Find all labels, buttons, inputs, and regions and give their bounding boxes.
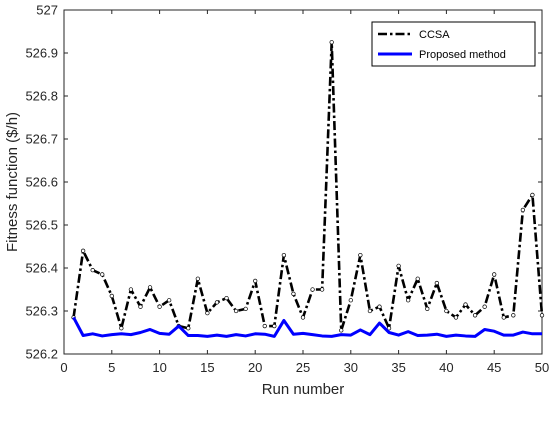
series-layer xyxy=(71,40,545,338)
y-tick-label: 526.7 xyxy=(25,132,58,147)
ccsa-point xyxy=(100,272,105,277)
ccsa-point xyxy=(415,276,420,281)
x-tick-label: 30 xyxy=(344,360,358,375)
ccsa-point xyxy=(310,287,315,292)
ccsa-point xyxy=(444,308,449,314)
y-tick-label: 526.9 xyxy=(25,46,58,61)
ccsa-point xyxy=(406,298,411,303)
ccsa-point xyxy=(396,263,401,269)
ccsa-point xyxy=(128,287,134,292)
x-tick-label: 20 xyxy=(248,360,262,375)
y-tick-label: 526.6 xyxy=(25,175,58,190)
legend-label-proposed-method: Proposed method xyxy=(419,49,506,61)
legend: CCSA Proposed method xyxy=(371,21,536,67)
y-tick-label: 526.8 xyxy=(25,89,58,104)
ccsa-point xyxy=(501,315,506,320)
axis-ticks: 0 5 10 15 20 25 30 35 40 45 50 526.2 526.3 526.4 526.5… xyxy=(25,3,549,376)
x-tick-label: 25 xyxy=(296,360,310,375)
x-tick-label: 50 xyxy=(535,360,549,375)
ccsa-point xyxy=(358,252,363,258)
ccsa-point xyxy=(138,304,143,309)
ccsa-point xyxy=(339,328,344,333)
x-tick-label: 5 xyxy=(108,360,115,375)
ccsa-point xyxy=(377,304,382,309)
ccsa-point xyxy=(90,268,95,273)
x-tick-label: 40 xyxy=(439,360,453,375)
ccsa-point xyxy=(272,323,277,329)
ccsa-point xyxy=(472,313,478,318)
ccsa-point xyxy=(214,300,220,305)
ccsa-point xyxy=(425,306,430,312)
ccsa-point xyxy=(434,280,439,286)
ccsa-point xyxy=(253,278,258,284)
x-tick-label: 10 xyxy=(152,360,166,375)
ccsa-point xyxy=(386,326,392,331)
ccsa-point xyxy=(367,308,373,314)
ccsa-point xyxy=(482,304,487,309)
ccsa-point xyxy=(281,252,287,258)
ccsa-point xyxy=(80,248,86,253)
y-tick-label: 526.4 xyxy=(25,261,58,276)
ccsa-point xyxy=(205,311,210,316)
x-tick-label: 15 xyxy=(200,360,214,375)
plot-frame xyxy=(63,9,543,355)
ccsa-point xyxy=(520,207,526,213)
ccsa-point xyxy=(319,287,325,292)
plot-area xyxy=(63,9,543,355)
legend-box xyxy=(371,21,536,67)
legend-label-ccsa: CCSA xyxy=(419,29,450,41)
series-line-proposed-method xyxy=(72,316,542,338)
ccsa-point xyxy=(492,272,497,277)
ccsa-point xyxy=(243,306,248,312)
ccsa-point xyxy=(348,298,353,303)
ccsa-point xyxy=(300,315,306,320)
ccsa-point xyxy=(119,326,124,331)
ccsa-point xyxy=(539,313,545,318)
series-line-ccsa xyxy=(72,40,544,332)
y-axis-label: Fitness function ($/h) xyxy=(4,112,21,252)
y-tick-label: 526.5 xyxy=(25,218,58,233)
x-tick-label: 0 xyxy=(60,360,67,375)
x-axis-label: Run number xyxy=(262,381,345,398)
ccsa-point xyxy=(511,313,516,318)
ccsa-point xyxy=(157,304,162,309)
y-tick-label: 526.3 xyxy=(25,304,58,319)
ccsa-point xyxy=(186,326,191,331)
ccsa-point xyxy=(453,315,459,320)
ccsa-point xyxy=(291,291,296,296)
ccsa-point xyxy=(147,285,153,290)
y-tick-label: 527 xyxy=(36,3,58,18)
ccsa-point xyxy=(463,302,468,307)
ccsa-point xyxy=(167,298,172,303)
x-tick-label: 35 xyxy=(391,360,405,375)
ccsa-point xyxy=(195,276,200,281)
x-tick-label: 45 xyxy=(487,360,501,375)
ccsa-point xyxy=(224,295,229,301)
y-tick-label: 526.2 xyxy=(25,347,58,362)
ccsa-point xyxy=(233,308,239,314)
ccsa-point xyxy=(530,192,535,198)
ccsa-point xyxy=(109,293,114,299)
ccsa-point xyxy=(262,323,267,329)
ccsa-point xyxy=(329,40,334,45)
